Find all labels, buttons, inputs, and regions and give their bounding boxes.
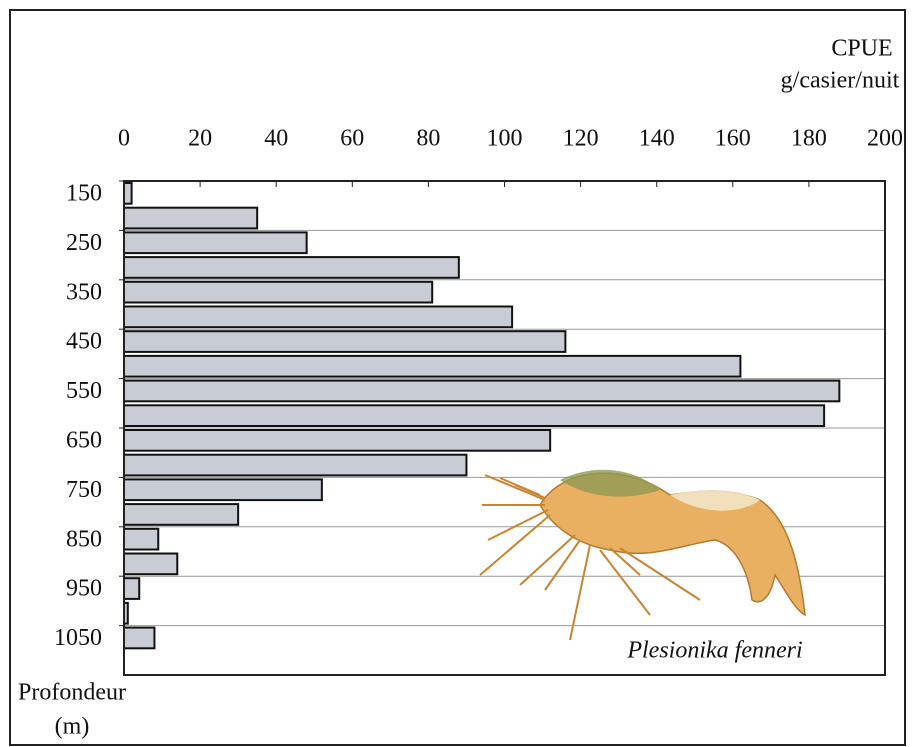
y-tick-label: 450 bbox=[66, 329, 102, 355]
x-tick-label: 20 bbox=[188, 126, 212, 152]
bar bbox=[123, 429, 552, 452]
x-tick-label: 60 bbox=[340, 126, 364, 152]
bar bbox=[123, 280, 434, 304]
shrimp-illustration bbox=[479, 469, 806, 641]
bar bbox=[123, 206, 259, 230]
x-tick-label: 160 bbox=[715, 126, 751, 152]
x-tick-label: 40 bbox=[264, 126, 288, 152]
chart-title: CPUE bbox=[831, 36, 892, 62]
bar bbox=[123, 182, 133, 205]
y-tick-label: 1050 bbox=[54, 625, 102, 651]
frame bbox=[9, 9, 906, 746]
bar bbox=[123, 330, 567, 353]
y-tick-label: 550 bbox=[66, 378, 102, 404]
bar bbox=[123, 404, 826, 427]
x-tick-label: 140 bbox=[639, 126, 675, 152]
bar bbox=[123, 256, 460, 279]
bar bbox=[123, 305, 514, 329]
y-tick-label: 750 bbox=[66, 477, 102, 503]
bar bbox=[123, 577, 141, 600]
bar bbox=[123, 453, 468, 477]
x-tick-label: 120 bbox=[563, 126, 599, 152]
y-tick-label: 650 bbox=[66, 428, 102, 454]
y-tick-label: 150 bbox=[66, 181, 102, 207]
y-axis-unit: (m) bbox=[55, 714, 90, 740]
y-tick-label: 350 bbox=[66, 279, 102, 305]
x-tick-label: 100 bbox=[487, 126, 523, 152]
bar bbox=[123, 527, 160, 551]
y-axis-label: Profondeur bbox=[18, 680, 126, 706]
bar bbox=[123, 503, 240, 526]
bar bbox=[123, 231, 308, 255]
plot-border bbox=[123, 180, 886, 676]
chart-subtitle: g/casier/nuit bbox=[781, 68, 900, 94]
bar bbox=[123, 379, 841, 403]
x-tick-label: 200 bbox=[867, 126, 903, 152]
bar bbox=[123, 354, 742, 378]
x-tick-label: 80 bbox=[416, 126, 440, 152]
bar bbox=[123, 478, 323, 502]
y-tick-label: 250 bbox=[66, 230, 102, 256]
y-tick-label: 950 bbox=[66, 576, 102, 602]
bar bbox=[123, 626, 156, 650]
x-tick-label: 180 bbox=[791, 126, 827, 152]
bar bbox=[123, 552, 179, 576]
x-tick-label: 0 bbox=[118, 126, 130, 152]
annotation: Plesionika fenneri bbox=[626, 638, 802, 664]
y-tick-label: 850 bbox=[66, 526, 102, 552]
